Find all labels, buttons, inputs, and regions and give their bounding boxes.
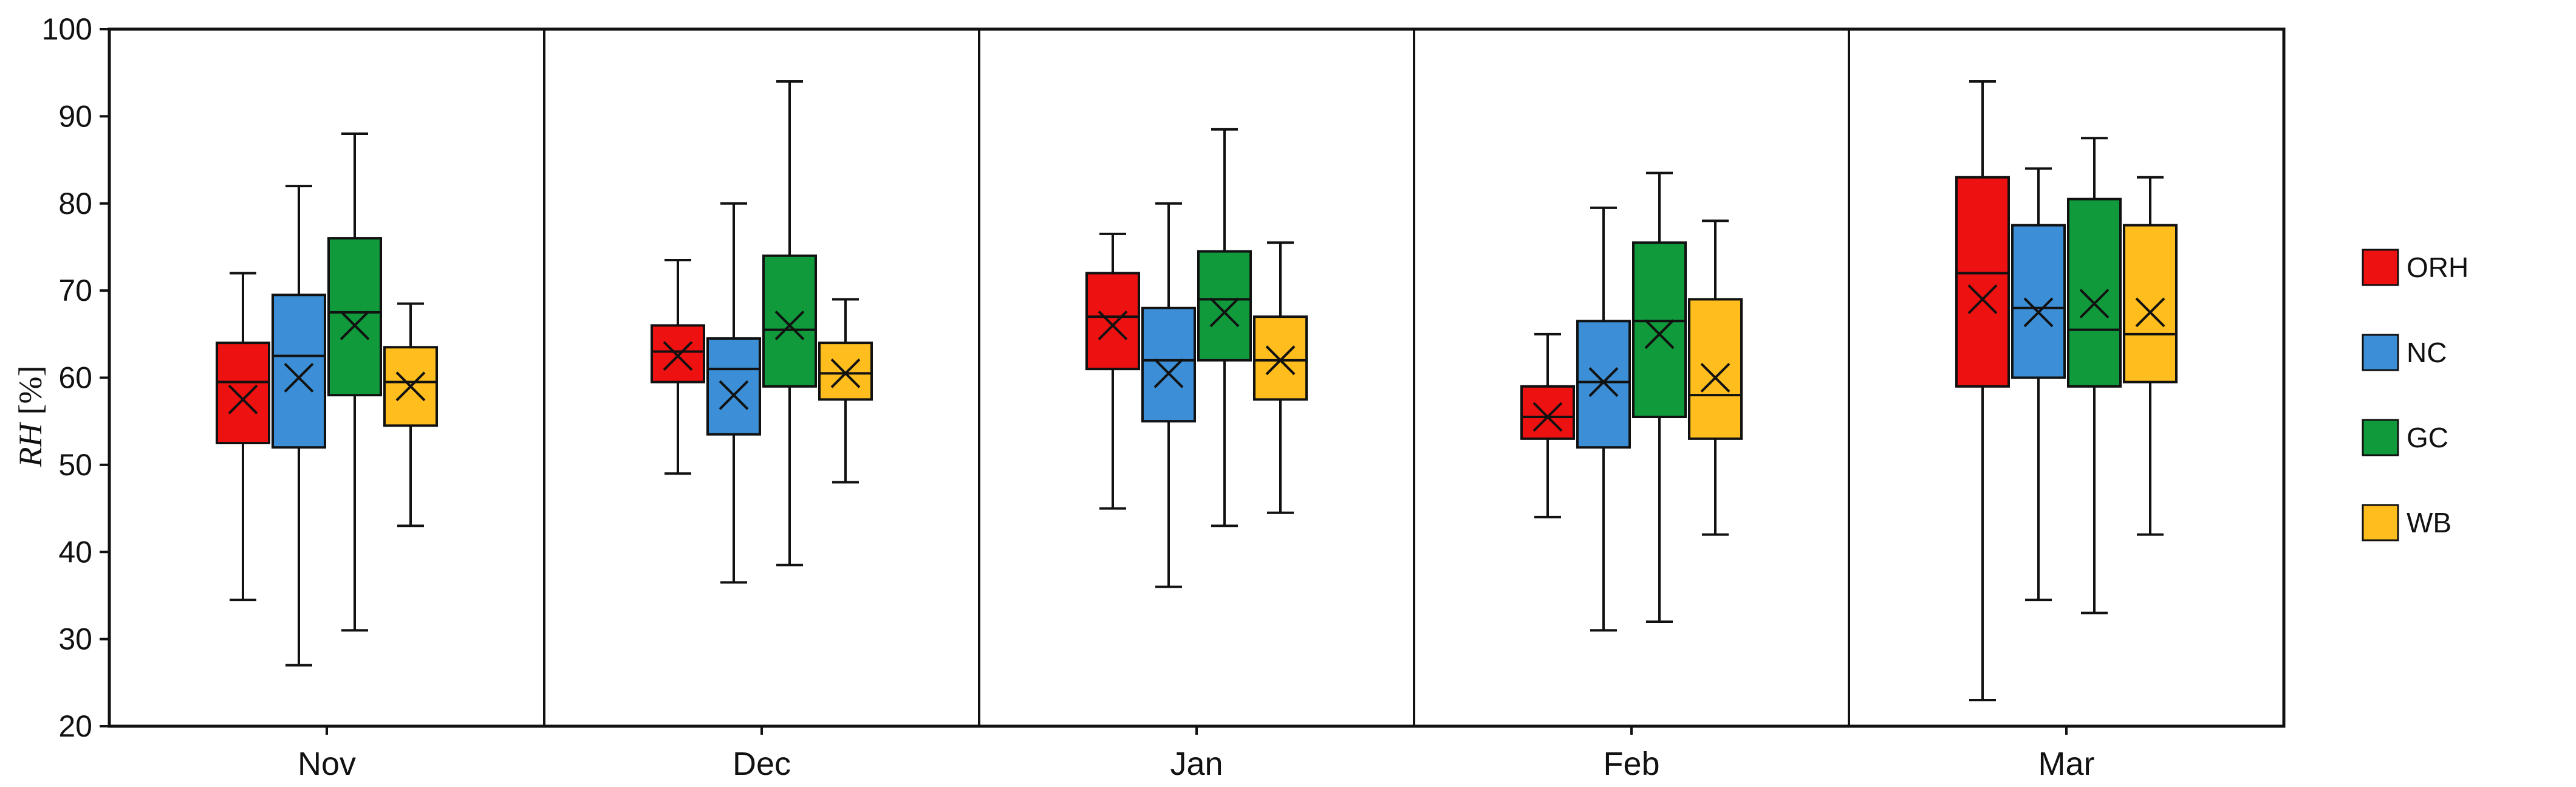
box-orh-dec — [651, 258, 705, 475]
mean-marker — [2079, 289, 2110, 319]
iqr-box — [762, 254, 817, 388]
mean-marker — [1532, 402, 1563, 432]
y-tick-label: 20 — [58, 709, 92, 743]
mean-marker — [719, 380, 749, 410]
iqr-box — [272, 294, 326, 449]
box-orh-jan — [1085, 232, 1140, 510]
box-wb-jan — [1253, 241, 1308, 514]
mean-marker — [284, 363, 314, 393]
box-gc-mar — [2067, 137, 2122, 614]
box-orh-nov — [216, 272, 270, 602]
box-orh-mar — [1955, 80, 2010, 701]
iqr-box — [706, 337, 761, 436]
y-tick-label: 90 — [58, 99, 92, 133]
box-wb-dec — [818, 298, 873, 484]
mean-marker — [228, 384, 258, 414]
iqr-box — [1520, 385, 1575, 440]
box-wb-nov — [383, 302, 438, 528]
legend: ORH NC GC WB — [2362, 249, 2468, 541]
iqr-box — [1955, 176, 2010, 388]
y-axis-title-text: RH [%] — [12, 366, 49, 468]
y-axis-title-unit: [%] — [12, 366, 49, 415]
box-wb-feb — [1688, 219, 1743, 536]
iqr-box — [2123, 224, 2178, 383]
box-gc-feb — [1632, 171, 1687, 623]
mean-marker — [1967, 284, 1998, 314]
y-tick-label: 70 — [58, 273, 92, 308]
y-tick-label: 40 — [58, 535, 92, 569]
box-gc-nov — [327, 132, 382, 632]
iqr-box — [1253, 315, 1308, 401]
x-category-label: Mar — [2038, 746, 2095, 782]
box-nc-jan — [1141, 202, 1196, 588]
iqr-box — [1688, 298, 1743, 440]
y-tick-label: 80 — [58, 187, 92, 221]
y-axis-title-var: RH — [12, 421, 49, 467]
mean-marker — [1265, 345, 1296, 376]
mean-marker — [1153, 358, 1184, 388]
box-plots — [216, 80, 2178, 701]
mean-marker — [1644, 319, 1675, 349]
legend-swatch-wb — [2362, 504, 2399, 541]
iqr-box — [327, 237, 382, 397]
legend-label-orh: ORH — [2407, 252, 2468, 283]
mean-marker — [1098, 311, 1128, 340]
mean-marker — [830, 358, 861, 388]
y-axis-ticks: 20 30 40 50 60 70 80 90 100 — [42, 12, 109, 743]
x-category-label: Feb — [1603, 746, 1659, 782]
iqr-box — [1141, 306, 1196, 423]
box-gc-jan — [1197, 128, 1252, 528]
box-nc-nov — [272, 185, 326, 667]
mean-marker — [1700, 363, 1730, 393]
iqr-box — [2067, 198, 2122, 388]
legend-label-gc: GC — [2407, 422, 2448, 453]
y-tick-label: 30 — [58, 622, 92, 656]
month-separators — [543, 29, 1850, 726]
box-gc-dec — [762, 80, 817, 566]
mean-marker — [395, 371, 426, 402]
y-tick-label: 50 — [58, 448, 92, 482]
iqr-box — [1576, 320, 1631, 449]
legend-swatch-gc — [2362, 419, 2399, 456]
x-category-label: Dec — [733, 746, 791, 782]
mean-marker — [340, 311, 370, 340]
mean-marker — [1209, 297, 1240, 328]
x-axis-categories: Nov Dec Jan Feb Mar — [298, 726, 2095, 782]
y-tick-label: 60 — [58, 361, 92, 395]
iqr-box — [216, 342, 270, 445]
box-nc-mar — [2011, 167, 2066, 602]
iqr-box — [2011, 224, 2066, 379]
legend-label-nc: NC — [2407, 337, 2447, 368]
x-category-label: Jan — [1170, 746, 1223, 782]
mean-marker — [2135, 297, 2165, 328]
box-wb-mar — [2123, 176, 2178, 536]
mean-marker — [774, 311, 805, 340]
x-category-label: Nov — [298, 746, 356, 782]
iqr-box — [1085, 272, 1140, 371]
mean-marker — [663, 341, 693, 371]
iqr-box — [818, 342, 873, 401]
box-nc-dec — [706, 202, 761, 584]
legend-swatch-orh — [2362, 249, 2399, 286]
mean-marker — [2023, 297, 2054, 328]
y-tick-label: 100 — [42, 12, 92, 46]
box-orh-feb — [1520, 332, 1575, 518]
iqr-box — [1632, 241, 1687, 419]
box-nc-feb — [1576, 206, 1631, 632]
legend-swatch-nc — [2362, 334, 2399, 371]
y-axis-title: RH [%] — [12, 366, 49, 468]
legend-label-wb: WB — [2407, 507, 2451, 538]
iqr-box — [651, 324, 705, 383]
mean-marker — [1588, 367, 1619, 397]
iqr-box — [1197, 250, 1252, 362]
